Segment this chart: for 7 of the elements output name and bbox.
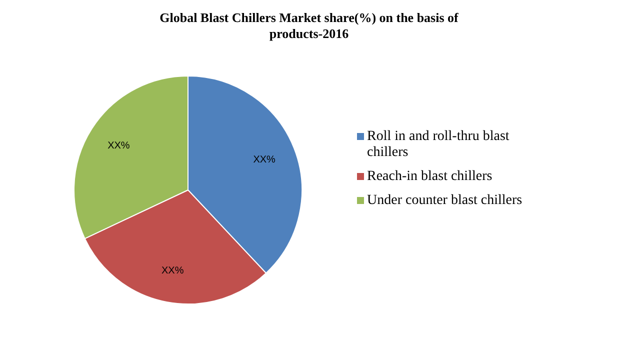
data-label: XX% <box>162 265 184 276</box>
legend-label: Reach-in blast chillers <box>367 169 492 184</box>
chart-title: Global Blast Chillers Market share(%) on the basis of products-2016 <box>160 10 460 41</box>
data-label: XX% <box>253 154 276 166</box>
legend-label: Under counter blast chillers <box>367 193 522 208</box>
legend-label: Roll in and roll-thru blast chillers <box>367 129 510 160</box>
data-label: XX% <box>108 140 130 152</box>
